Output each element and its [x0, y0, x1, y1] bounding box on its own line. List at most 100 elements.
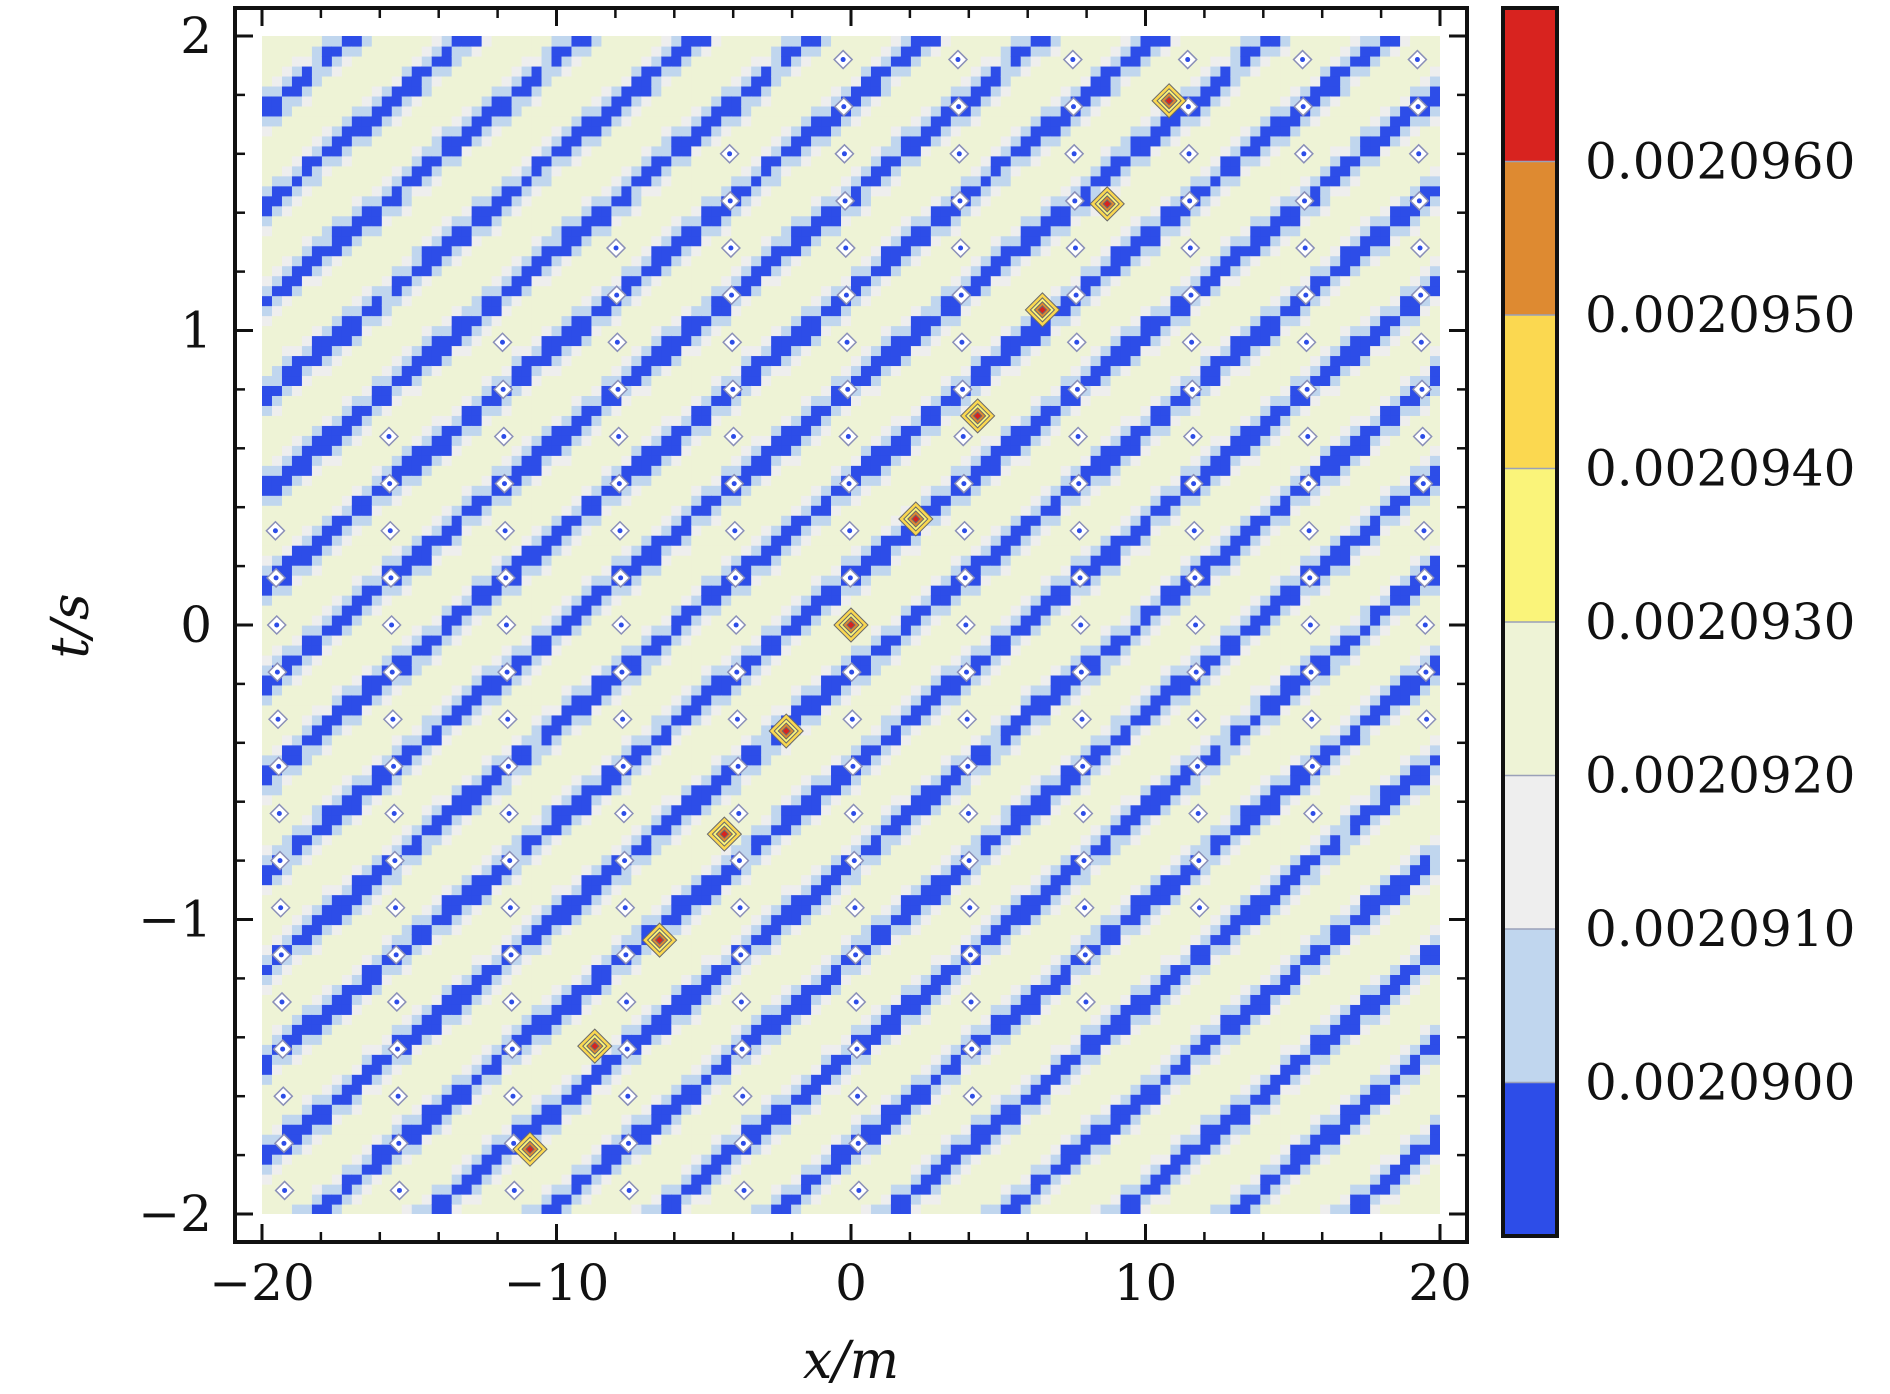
contour-cell: [641, 724, 652, 736]
contour-cell: [381, 465, 393, 476]
contour-cell: [331, 445, 343, 456]
contour-cell: [541, 515, 553, 526]
contour-cell: [591, 535, 603, 546]
contour-cell: [301, 714, 313, 726]
contour-cell: [301, 85, 313, 97]
contour-cell: [571, 265, 583, 277]
contour-cell: [501, 1024, 513, 1035]
contour-cell: [291, 545, 303, 556]
contour-cell: [401, 195, 413, 207]
contour-cell: [501, 634, 513, 646]
contour-cell: [262, 994, 273, 1005]
contour-cell: [591, 764, 603, 776]
contour-cell: [661, 664, 672, 676]
contour-cell: [311, 375, 323, 386]
contour-cell: [521, 335, 533, 347]
contour-cell: [461, 335, 473, 347]
contour-cell: [611, 185, 622, 197]
contour-cell: [511, 335, 523, 347]
contour-cell: [311, 495, 323, 506]
contour-cell: [561, 215, 573, 227]
contour-cell: [371, 1044, 383, 1055]
contour-cell: [311, 435, 323, 446]
contour-cell: [611, 1114, 622, 1125]
contour-cell: [401, 505, 413, 516]
contour-cell: [351, 175, 363, 187]
contour-cell: [651, 1134, 662, 1145]
contour-cell: [581, 105, 593, 117]
contour-cell: [391, 36, 403, 47]
contour-cell: [411, 55, 423, 67]
contour-cell: [631, 205, 642, 217]
contour-cell: [381, 724, 393, 736]
contour-cell: [671, 175, 682, 187]
contour-cell: [531, 205, 543, 217]
contour-cell: [621, 744, 632, 756]
contour-cell: [451, 285, 463, 297]
contour-cell: [611, 125, 622, 137]
contour-cell: [331, 385, 343, 396]
contour-cell: [301, 435, 313, 446]
contour-cell: [311, 305, 323, 317]
contour-cell: [601, 1094, 612, 1105]
contour-cell: [271, 95, 283, 107]
contour-cell: [671, 644, 682, 656]
contour-cell: [311, 315, 323, 327]
contour-cell: [531, 834, 543, 846]
contour-cell: [641, 754, 652, 766]
contour-cell: [311, 1054, 323, 1065]
contour-cell: [401, 605, 413, 616]
contour-cell: [491, 1024, 503, 1035]
contour-cell: [411, 575, 423, 586]
contour-cell: [351, 425, 363, 436]
contour-cell: [531, 1094, 543, 1105]
contour-cell: [651, 375, 662, 386]
contour-cell: [571, 864, 583, 876]
contour-cell: [661, 245, 672, 257]
contour-cell: [451, 694, 463, 706]
contour-cell: [471, 1114, 483, 1125]
contour-cell: [551, 495, 563, 506]
contour-cell: [641, 1204, 652, 1214]
contour-cell: [631, 445, 642, 456]
contour-cell: [361, 575, 373, 586]
contour-cell: [411, 195, 423, 207]
contour-cell: [581, 175, 593, 187]
contour-cell: [371, 305, 383, 317]
contour-cell: [451, 1014, 463, 1025]
contour-cell: [591, 255, 603, 267]
contour-cell: [481, 185, 493, 197]
contour-cell: [361, 425, 373, 436]
contour-cell: [601, 1194, 612, 1205]
contour-cell: [521, 744, 533, 756]
contour-cell: [611, 644, 622, 656]
contour-cell: [281, 275, 293, 287]
contour-cell: [621, 135, 632, 147]
contour-cell: [262, 255, 273, 267]
contour-cell: [331, 65, 343, 77]
contour-cell: [521, 65, 533, 77]
contour-cell: [281, 924, 293, 936]
contour-cell: [601, 1154, 612, 1165]
contour-cell: [371, 555, 383, 566]
contour-cell: [441, 1074, 453, 1085]
contour-cell: [391, 864, 403, 876]
contour-cell: [401, 854, 413, 866]
contour-cell: [481, 654, 493, 666]
contour-cell: [411, 744, 423, 756]
contour-cell: [401, 1134, 413, 1145]
contour-cell: [331, 345, 343, 357]
contour-cell: [461, 435, 473, 446]
contour-cell: [581, 694, 593, 706]
contour-cell: [561, 1044, 573, 1055]
contour-cell: [271, 395, 283, 406]
contour-cell: [271, 734, 283, 746]
contour-cell: [421, 664, 433, 676]
contour-cell: [371, 894, 383, 906]
contour-cell: [291, 185, 303, 197]
contour-cell: [671, 245, 682, 257]
contour-cell: [661, 425, 672, 436]
contour-cell: [281, 784, 293, 796]
contour-cell: [461, 1014, 473, 1025]
contour-cell: [331, 215, 343, 227]
